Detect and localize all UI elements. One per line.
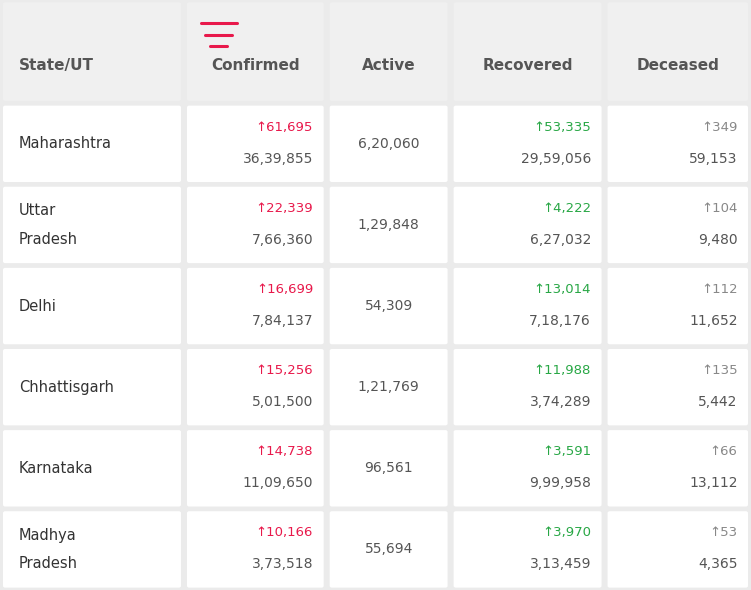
Text: 1,29,848: 1,29,848 (357, 218, 420, 232)
FancyBboxPatch shape (187, 430, 324, 506)
FancyBboxPatch shape (454, 349, 602, 425)
Text: ↑13,014: ↑13,014 (533, 283, 591, 296)
Text: 3,73,518: 3,73,518 (252, 557, 313, 571)
FancyBboxPatch shape (3, 186, 181, 263)
FancyBboxPatch shape (608, 268, 748, 345)
FancyBboxPatch shape (608, 511, 748, 588)
Text: Deceased: Deceased (636, 58, 719, 73)
FancyBboxPatch shape (608, 186, 748, 263)
FancyBboxPatch shape (454, 268, 602, 345)
Text: ↑135: ↑135 (701, 364, 737, 377)
Text: ↑3,591: ↑3,591 (542, 445, 591, 458)
FancyBboxPatch shape (330, 186, 448, 263)
Text: 54,309: 54,309 (364, 299, 413, 313)
FancyBboxPatch shape (454, 106, 602, 182)
FancyBboxPatch shape (3, 106, 181, 182)
FancyBboxPatch shape (330, 2, 448, 101)
Text: ↑11,988: ↑11,988 (534, 364, 591, 377)
Text: ↑66: ↑66 (710, 445, 737, 458)
Text: Confirmed: Confirmed (211, 58, 300, 73)
Text: 9,480: 9,480 (698, 232, 737, 247)
FancyBboxPatch shape (187, 106, 324, 182)
FancyBboxPatch shape (454, 186, 602, 263)
FancyBboxPatch shape (330, 268, 448, 345)
Text: ↑14,738: ↑14,738 (255, 445, 313, 458)
Text: ↑53,335: ↑53,335 (533, 121, 591, 134)
FancyBboxPatch shape (608, 106, 748, 182)
FancyBboxPatch shape (454, 2, 602, 101)
Text: Madhya: Madhya (19, 528, 77, 543)
Text: Delhi: Delhi (19, 299, 56, 313)
FancyBboxPatch shape (608, 349, 748, 425)
Text: ↑349: ↑349 (701, 121, 737, 134)
Text: ↑22,339: ↑22,339 (255, 202, 313, 215)
Text: 96,561: 96,561 (364, 461, 413, 476)
Text: 1,21,769: 1,21,769 (357, 380, 420, 394)
Text: ↑10,166: ↑10,166 (256, 526, 313, 539)
Text: ↑15,256: ↑15,256 (255, 364, 313, 377)
Text: 11,09,650: 11,09,650 (243, 476, 313, 490)
Text: 5,01,500: 5,01,500 (252, 395, 313, 409)
Text: 5,442: 5,442 (698, 395, 737, 409)
Text: Chhattisgarh: Chhattisgarh (19, 380, 113, 395)
Text: 7,66,360: 7,66,360 (252, 232, 313, 247)
FancyBboxPatch shape (608, 430, 748, 506)
Text: Karnataka: Karnataka (19, 461, 93, 476)
FancyBboxPatch shape (3, 430, 181, 506)
Text: Active: Active (362, 58, 415, 73)
Text: 29,59,056: 29,59,056 (520, 152, 591, 166)
Text: ↑61,695: ↑61,695 (256, 121, 313, 134)
Text: Pradesh: Pradesh (19, 556, 78, 571)
Text: ↑53: ↑53 (710, 526, 737, 539)
Text: 6,27,032: 6,27,032 (529, 232, 591, 247)
Text: 3,74,289: 3,74,289 (529, 395, 591, 409)
FancyBboxPatch shape (3, 349, 181, 425)
FancyBboxPatch shape (3, 2, 181, 101)
FancyBboxPatch shape (608, 2, 748, 101)
Text: 3,13,459: 3,13,459 (529, 557, 591, 571)
Text: Maharashtra: Maharashtra (19, 136, 112, 151)
Text: 55,694: 55,694 (364, 542, 413, 556)
FancyBboxPatch shape (454, 430, 602, 506)
FancyBboxPatch shape (3, 511, 181, 588)
Text: ↑104: ↑104 (701, 202, 737, 215)
Text: Uttar: Uttar (19, 204, 56, 218)
FancyBboxPatch shape (187, 349, 324, 425)
Text: ↑16,699: ↑16,699 (256, 283, 313, 296)
FancyBboxPatch shape (330, 349, 448, 425)
Text: 11,652: 11,652 (689, 314, 737, 328)
FancyBboxPatch shape (330, 430, 448, 506)
Text: 7,84,137: 7,84,137 (252, 314, 313, 328)
FancyBboxPatch shape (330, 106, 448, 182)
Text: 4,365: 4,365 (698, 557, 737, 571)
FancyBboxPatch shape (187, 511, 324, 588)
Text: State/UT: State/UT (19, 58, 94, 73)
Text: Pradesh: Pradesh (19, 232, 78, 247)
Text: 7,18,176: 7,18,176 (529, 314, 591, 328)
FancyBboxPatch shape (330, 511, 448, 588)
Text: ↑3,970: ↑3,970 (542, 526, 591, 539)
FancyBboxPatch shape (187, 186, 324, 263)
Text: 6,20,060: 6,20,060 (358, 137, 419, 151)
Text: 9,99,958: 9,99,958 (529, 476, 591, 490)
Text: 13,112: 13,112 (689, 476, 737, 490)
Text: 36,39,855: 36,39,855 (243, 152, 313, 166)
Text: ↑4,222: ↑4,222 (542, 202, 591, 215)
FancyBboxPatch shape (3, 268, 181, 345)
Text: ↑112: ↑112 (701, 283, 737, 296)
Text: Recovered: Recovered (482, 58, 573, 73)
FancyBboxPatch shape (187, 268, 324, 345)
FancyBboxPatch shape (187, 2, 324, 101)
FancyBboxPatch shape (454, 511, 602, 588)
Text: 59,153: 59,153 (689, 152, 737, 166)
